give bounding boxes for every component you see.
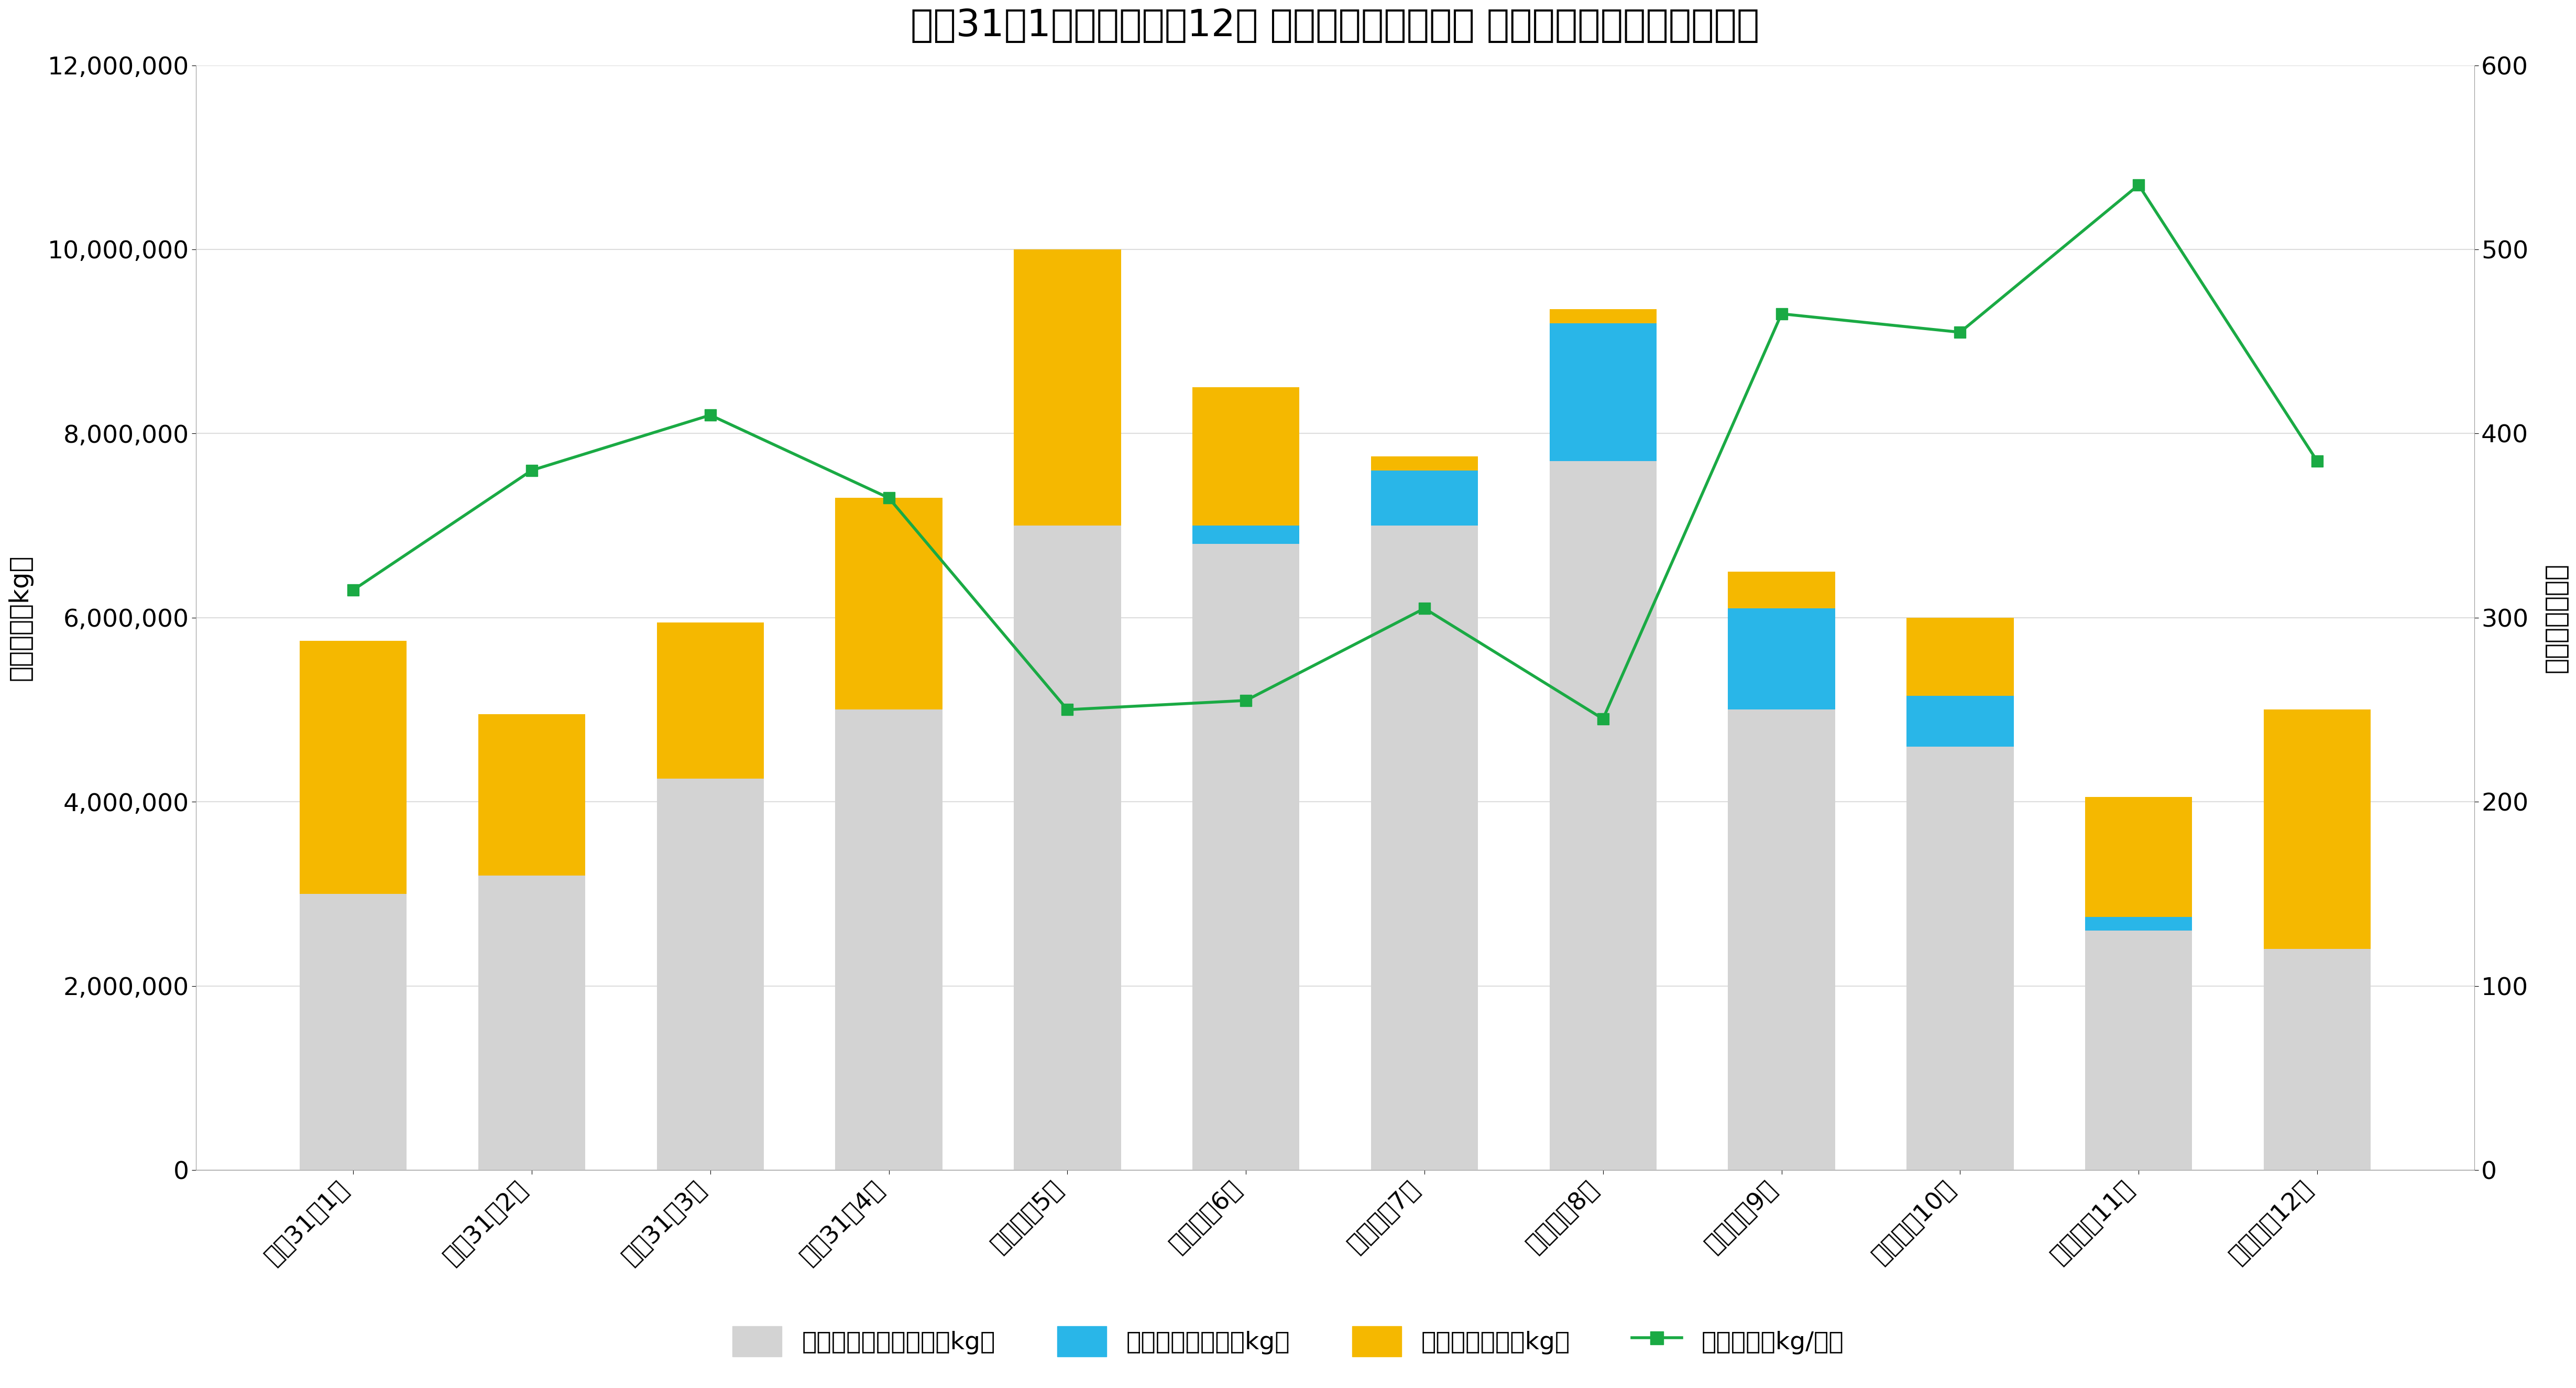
Bar: [1728, 572, 1834, 608]
Bar: [657, 779, 765, 1170]
Bar: [1193, 526, 1298, 544]
Bar: [2264, 949, 2370, 1170]
Bar: [835, 709, 943, 1170]
Bar: [1906, 695, 2014, 747]
Bar: [835, 498, 943, 709]
Bar: [1548, 461, 1656, 1170]
Bar: [1193, 544, 1298, 1170]
Bar: [1906, 618, 2014, 695]
Bar: [299, 894, 407, 1170]
Legend: その他産地取扱数量（kg）, 北海道取扱数量（kg）, 熊本取扱数量（kg）, 平均価格（kg/円）: その他産地取扱数量（kg）, 北海道取扱数量（kg）, 熊本取扱数量（kg）, …: [721, 1314, 1855, 1369]
Bar: [2084, 930, 2192, 1170]
Bar: [2084, 797, 2192, 917]
Bar: [1370, 457, 1479, 471]
Y-axis label: 平均価格（円）: 平均価格（円）: [2543, 562, 2568, 673]
Bar: [1728, 608, 1834, 709]
Bar: [1370, 526, 1479, 1170]
Y-axis label: 取扱数量（kg）: 取扱数量（kg）: [8, 555, 33, 680]
Bar: [1193, 387, 1298, 526]
Title: 平成31年1月〜令和元年12月 東京都中央卸売市場 トマト取扱数量と平均価格: 平成31年1月〜令和元年12月 東京都中央卸売市場 トマト取扱数量と平均価格: [912, 8, 1759, 44]
Bar: [2264, 709, 2370, 949]
Bar: [657, 622, 765, 779]
Bar: [1906, 747, 2014, 1170]
Bar: [299, 641, 407, 894]
Bar: [479, 715, 585, 876]
Bar: [1370, 471, 1479, 526]
Bar: [1015, 250, 1121, 526]
Bar: [1728, 709, 1834, 1170]
Bar: [2084, 917, 2192, 930]
Bar: [479, 876, 585, 1170]
Bar: [1548, 310, 1656, 323]
Bar: [1015, 526, 1121, 1170]
Bar: [1548, 323, 1656, 461]
